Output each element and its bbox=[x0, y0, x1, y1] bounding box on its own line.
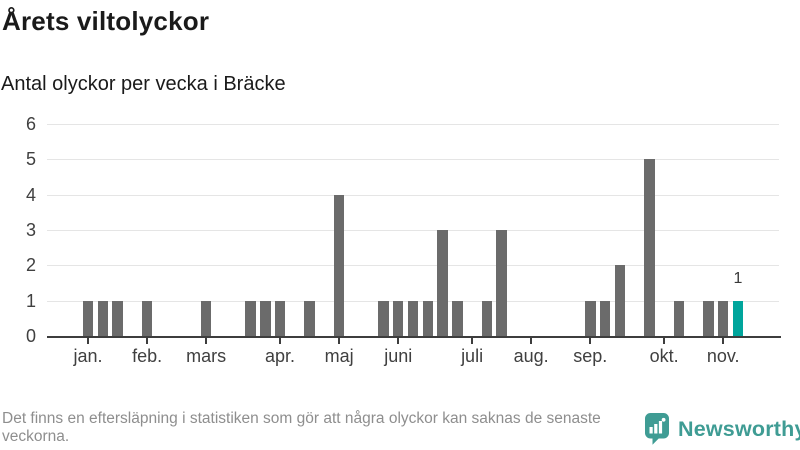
x-axis-tick-aug bbox=[530, 338, 533, 344]
x-axis-month-label-apr: apr. bbox=[265, 346, 296, 366]
y-axis-label-2: 2 bbox=[25, 255, 36, 276]
y-axis-label-6: 6 bbox=[25, 114, 36, 134]
bar-week-2 bbox=[97, 300, 109, 336]
x-axis-tick-mars bbox=[205, 338, 208, 344]
x-axis-tick-nov bbox=[722, 338, 725, 344]
gridline-y2 bbox=[47, 265, 779, 267]
bar-week-43 bbox=[703, 300, 714, 336]
logo-exclamation-dot bbox=[661, 417, 666, 422]
gridline-y5 bbox=[47, 159, 779, 161]
x-axis-tick-jan bbox=[87, 338, 89, 344]
bar-week-13 bbox=[260, 300, 271, 336]
x-axis-tick-feb bbox=[146, 338, 149, 344]
newsworthy-logo-icon bbox=[645, 413, 669, 445]
x-axis-month-label-aug: aug. bbox=[513, 346, 549, 366]
bar-week-39 bbox=[644, 159, 655, 336]
bar-week-5 bbox=[141, 300, 153, 336]
x-axis-tick-okt bbox=[663, 338, 666, 344]
bar-week-18 bbox=[333, 194, 345, 336]
bar-week-37 bbox=[614, 265, 626, 336]
x-axis-month-label-maj: maj bbox=[324, 346, 354, 366]
y-axis-label-5: 5 bbox=[25, 149, 36, 170]
y-axis-label-4: 4 bbox=[25, 184, 36, 205]
bar-week-24 bbox=[422, 300, 434, 336]
bar-week-23 bbox=[407, 300, 419, 336]
newsworthy-logo: Newsworthy bbox=[645, 413, 800, 445]
x-axis-month-label-feb: feb. bbox=[132, 346, 163, 366]
bar-week-29 bbox=[496, 230, 507, 336]
bar-value-label: 1 bbox=[733, 269, 743, 287]
x-axis-tick-sep bbox=[589, 338, 592, 344]
x-axis-line bbox=[47, 336, 781, 338]
gridline-y6 bbox=[47, 124, 779, 125]
x-axis-tick-maj bbox=[338, 338, 341, 344]
bar-week-36 bbox=[599, 300, 611, 336]
chart-subtitle: Antal olyckor per vecka i Bräcke bbox=[1, 73, 286, 95]
bar-week-3 bbox=[112, 300, 123, 336]
logo-bar-tall bbox=[658, 421, 663, 434]
gridline-y3 bbox=[47, 230, 779, 231]
bar-week-21 bbox=[378, 300, 389, 336]
plot-area bbox=[47, 124, 779, 336]
bar-week-28 bbox=[481, 300, 493, 336]
x-axis-month-label-juli: juli bbox=[461, 346, 484, 366]
y-axis-label-3: 3 bbox=[25, 220, 36, 240]
bar-week-12 bbox=[245, 300, 256, 336]
chart-title: Årets viltolyckor bbox=[2, 6, 210, 36]
logo-bar-small bbox=[649, 427, 653, 434]
bar-week-45-highlight bbox=[732, 300, 744, 336]
x-axis-month-label-nov: nov. bbox=[706, 346, 740, 366]
bar-week-22 bbox=[392, 300, 404, 336]
x-axis-tick-juli bbox=[471, 338, 474, 344]
bar-week-9 bbox=[200, 300, 212, 336]
newsworthy-logo-text: Newsworthy bbox=[678, 416, 800, 441]
bar-week-41 bbox=[673, 300, 685, 336]
bar-week-35 bbox=[585, 300, 596, 336]
gridline-y4 bbox=[47, 194, 779, 196]
x-axis-tick-apr bbox=[279, 338, 282, 344]
x-axis-month-label-jan: jan. bbox=[73, 346, 103, 366]
footnote: Det finns en eftersläpning i statistiken… bbox=[2, 410, 601, 445]
bar-week-1 bbox=[82, 300, 94, 336]
x-axis-tick-juni bbox=[397, 338, 400, 344]
bar-week-26 bbox=[452, 300, 463, 336]
y-axis-label-0: 0 bbox=[25, 326, 36, 346]
bar-week-25 bbox=[437, 230, 448, 336]
bar-week-16 bbox=[304, 300, 315, 336]
bar-week-14 bbox=[274, 300, 286, 336]
x-axis-month-label-okt: okt. bbox=[649, 346, 679, 366]
logo-bar-medium bbox=[654, 424, 658, 434]
bar-week-44 bbox=[717, 300, 729, 336]
x-axis-month-label-sep: sep. bbox=[573, 346, 608, 366]
x-axis-month-label-juni: juni bbox=[384, 346, 413, 366]
y-axis-label-1: 1 bbox=[25, 290, 36, 311]
x-axis-month-label-mars: mars bbox=[186, 346, 227, 366]
